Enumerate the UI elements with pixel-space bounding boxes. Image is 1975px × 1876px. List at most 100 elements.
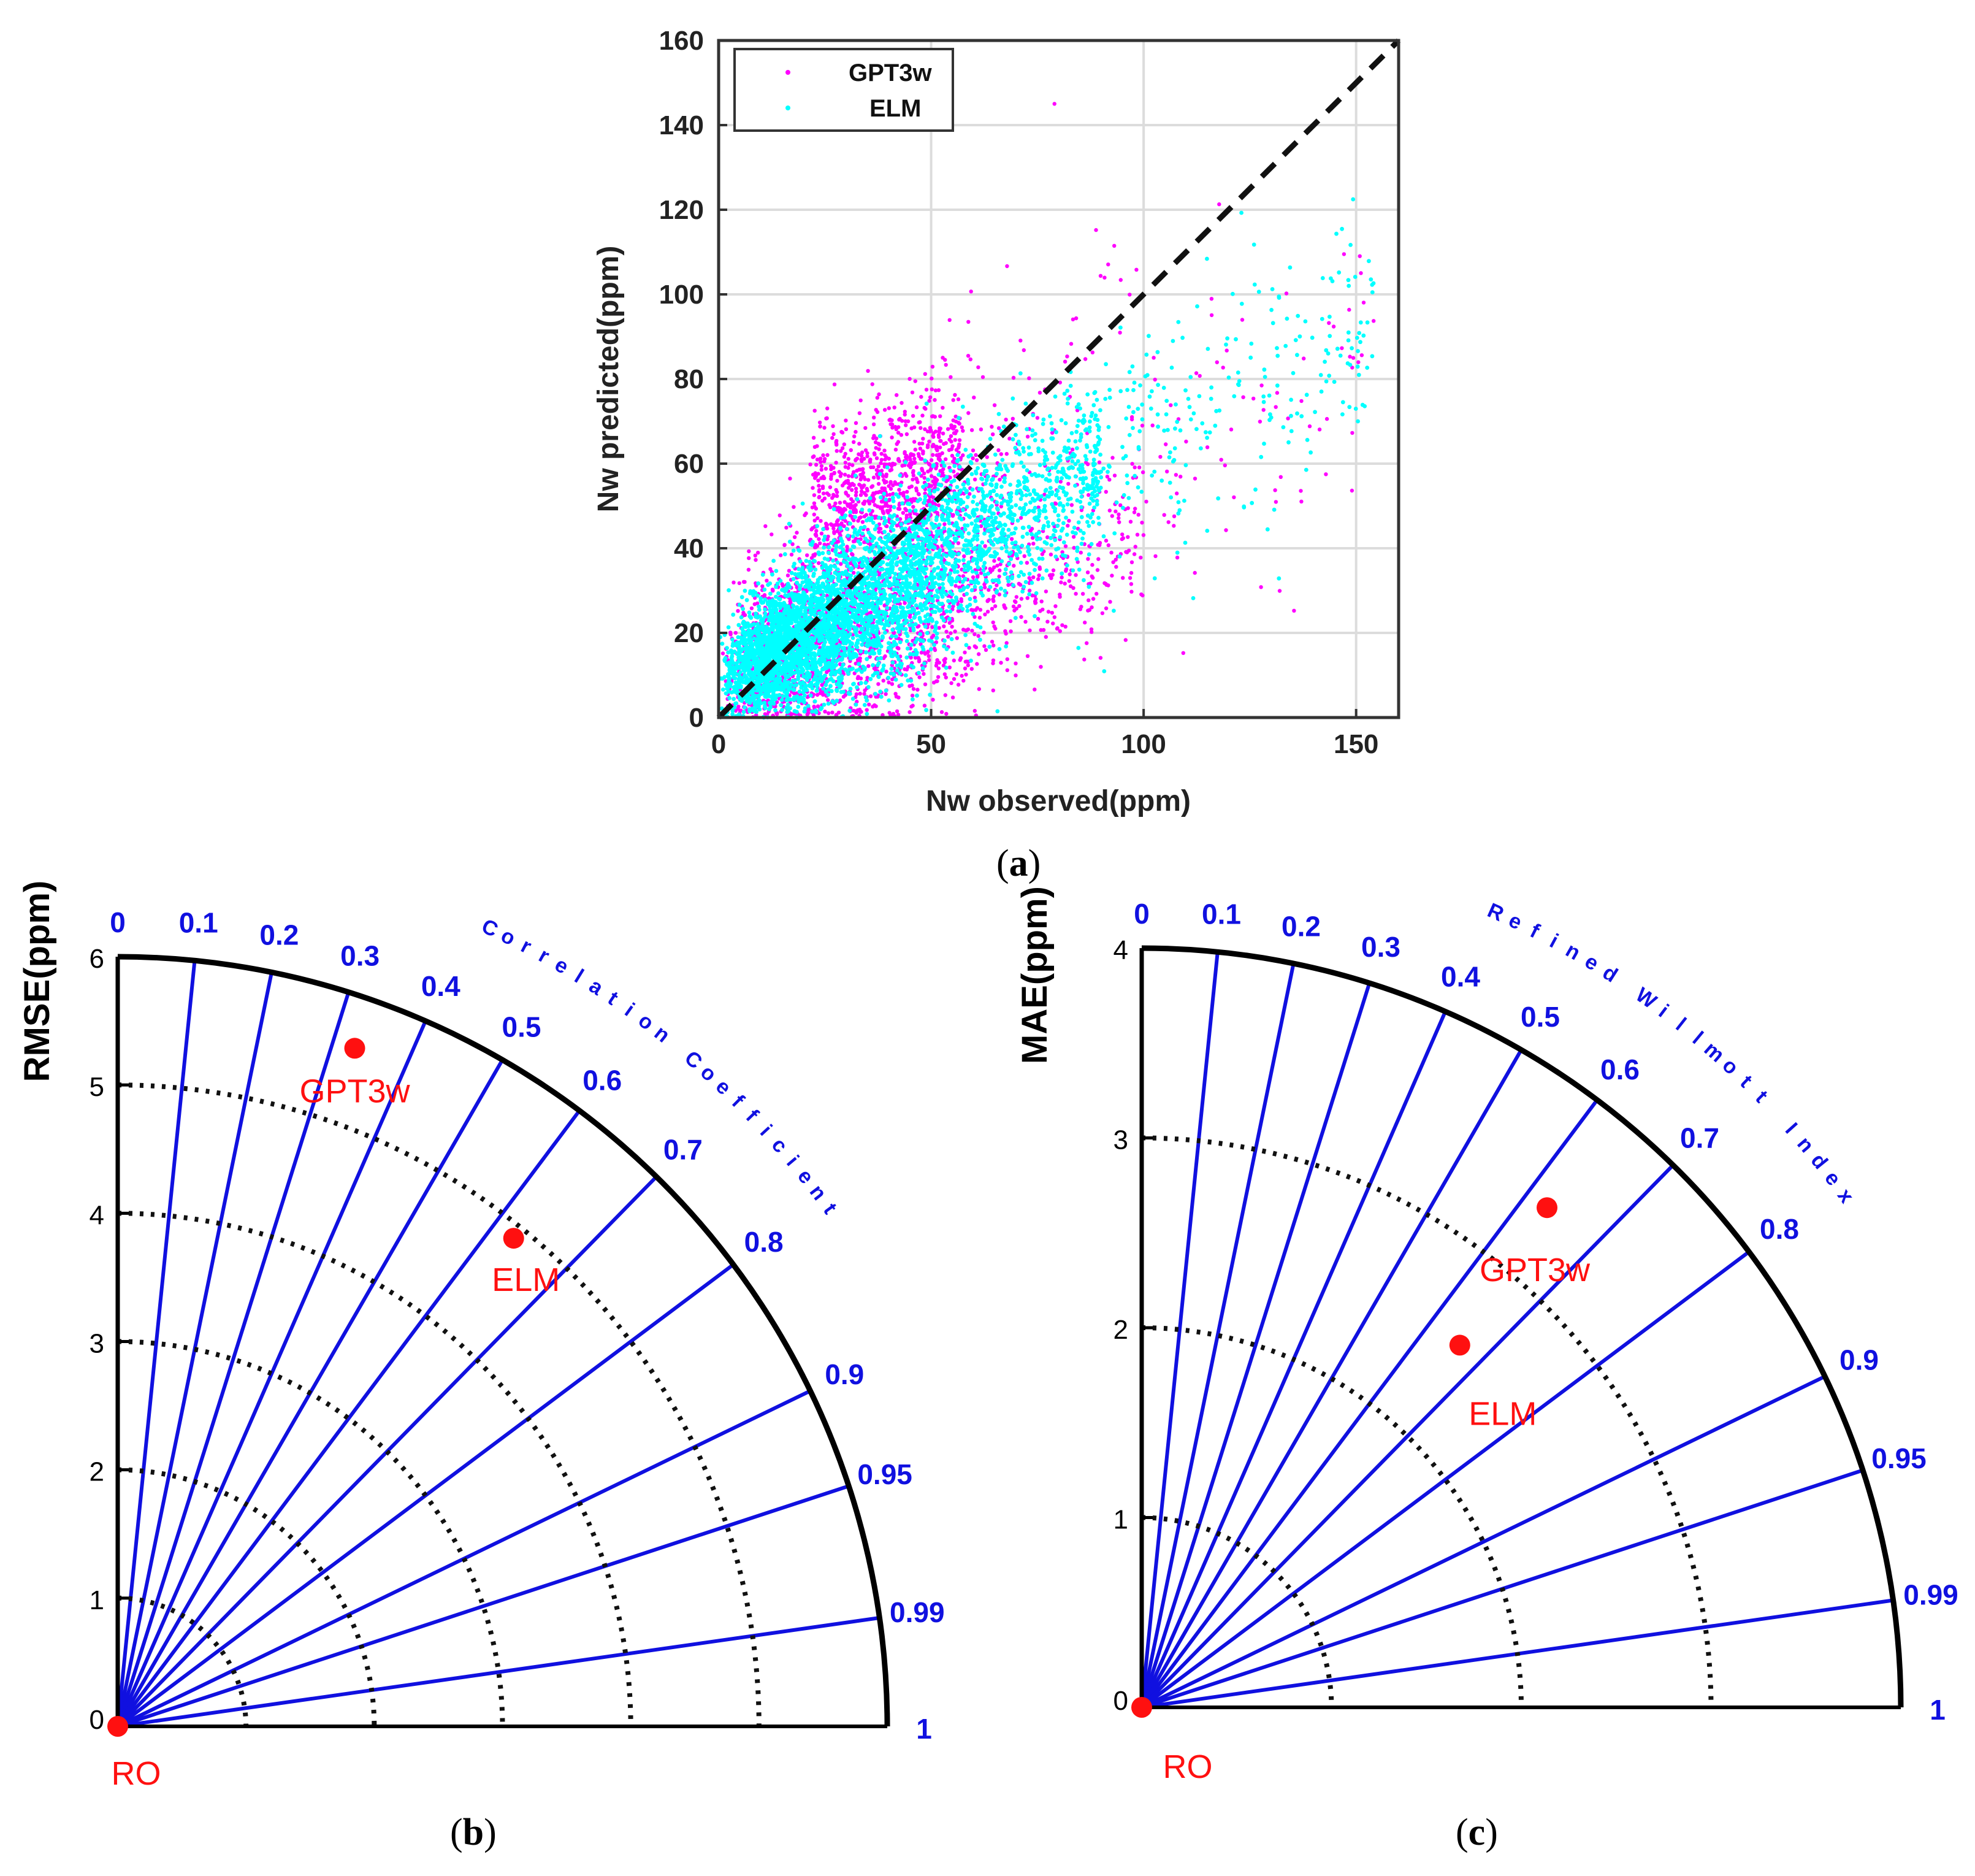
scatter-point-gpt3w (874, 446, 878, 450)
scatter-point-gpt3w (987, 597, 991, 602)
scatter-point-gpt3w (1275, 391, 1280, 395)
scatter-point-gpt3w (736, 706, 740, 711)
scatter-point-elm (944, 646, 949, 651)
scatter-point-elm (858, 681, 863, 686)
scatter-point-elm (936, 487, 940, 492)
scatter-point-gpt3w (854, 458, 858, 462)
scatter-point-gpt3w (974, 458, 979, 462)
scatter-point-gpt3w (1050, 611, 1055, 615)
scatter-point-gpt3w (787, 569, 792, 573)
scatter-point-gpt3w (1046, 610, 1051, 614)
scatter-point-gpt3w (805, 712, 809, 717)
scatter-point-elm (787, 521, 792, 526)
scatter-point-gpt3w (825, 406, 830, 411)
scatter-point-gpt3w (1261, 408, 1266, 412)
scatter-point-gpt3w (860, 520, 865, 524)
scatter-point-gpt3w (920, 442, 925, 446)
scatter-point-gpt3w (971, 456, 975, 461)
scatter-point-elm (827, 545, 831, 549)
scatter-point-gpt3w (1108, 600, 1112, 604)
scatter-point-gpt3w (1063, 624, 1068, 629)
scatter-point-gpt3w (1017, 604, 1022, 608)
scatter-point-elm (969, 472, 974, 477)
scatter-point-gpt3w (777, 513, 782, 518)
scatter-point-gpt3w (792, 535, 797, 539)
scatter-point-gpt3w (1014, 595, 1019, 599)
scatter-point-gpt3w (809, 556, 814, 560)
scatter-point-elm (873, 568, 877, 573)
scatter-point-gpt3w (1009, 629, 1013, 634)
scatter-point-elm (762, 700, 767, 705)
scatter-point-gpt3w (914, 477, 919, 481)
scatter-point-gpt3w (820, 484, 825, 489)
scatter-point-gpt3w (925, 445, 930, 450)
scatter-point-gpt3w (1107, 508, 1112, 513)
scatter-point-gpt3w (949, 434, 953, 438)
scatter-point-gpt3w (743, 580, 747, 584)
scatter-point-gpt3w (938, 426, 942, 431)
scatter-point-gpt3w (1302, 356, 1306, 361)
scatter-point-gpt3w (812, 518, 817, 523)
scatter-point-elm (821, 527, 825, 532)
scatter-point-elm (776, 591, 781, 595)
scatter-point-gpt3w (1090, 562, 1094, 567)
scatter-point-gpt3w (857, 442, 861, 446)
scatter-point-gpt3w (1136, 513, 1140, 517)
scatter-point-gpt3w (1232, 495, 1236, 500)
scatter-point-gpt3w (831, 432, 836, 437)
scatter-point-gpt3w (1071, 535, 1076, 539)
scatter-point-gpt3w (858, 515, 863, 519)
scatter-point-gpt3w (957, 438, 962, 442)
scatter-point-gpt3w (877, 530, 881, 534)
scatter-point-gpt3w (760, 584, 765, 589)
scatter-point-gpt3w (859, 484, 863, 488)
scatter-point-gpt3w (945, 427, 950, 431)
scatter-point-gpt3w (1172, 524, 1176, 528)
scatter-point-gpt3w (814, 529, 819, 533)
scatter-point-gpt3w (857, 452, 861, 456)
scatter-point-gpt3w (746, 567, 751, 572)
scatter-point-gpt3w (991, 620, 995, 625)
scatter-point-gpt3w (990, 607, 995, 611)
scatter-point-gpt3w (732, 580, 736, 584)
scatter-point-gpt3w (804, 511, 808, 516)
scatter-point-gpt3w (923, 491, 927, 496)
scatter-point-gpt3w (1198, 373, 1202, 378)
scatter-point-gpt3w (949, 375, 953, 380)
scatter-point-gpt3w (993, 604, 998, 608)
scatter-point-gpt3w (942, 672, 947, 676)
scatter-point-gpt3w (1037, 567, 1042, 571)
scatter-point-gpt3w (950, 514, 955, 518)
scatter-point-gpt3w (891, 492, 895, 496)
scatter-point-gpt3w (930, 444, 935, 449)
scatter-point-gpt3w (922, 471, 926, 476)
scatter-point-gpt3w (1118, 331, 1122, 335)
scatter-point-gpt3w (1055, 626, 1060, 631)
scatter-point-gpt3w (991, 432, 995, 437)
scatter-point-gpt3w (882, 486, 887, 491)
scatter-point-gpt3w (1307, 424, 1312, 429)
scatter-point-gpt3w (879, 458, 884, 462)
scatter-point-gpt3w (823, 710, 827, 714)
scatter-point-gpt3w (871, 422, 876, 427)
scatter-point-gpt3w (957, 421, 961, 426)
scatter-point-gpt3w (1012, 608, 1017, 613)
scatter-point-gpt3w (1058, 629, 1063, 634)
scatter-point-gpt3w (953, 438, 958, 442)
scatter-point-gpt3w (928, 429, 932, 434)
scatter-point-gpt3w (952, 677, 957, 681)
scatter-point-gpt3w (914, 405, 919, 410)
scatter-point-gpt3w (961, 678, 966, 683)
scatter-point-elm (960, 404, 965, 409)
scatter-point-gpt3w (1129, 417, 1134, 421)
scatter-point-gpt3w (944, 711, 949, 716)
scatter-point-gpt3w (814, 532, 818, 537)
scatter-point-gpt3w (827, 711, 831, 716)
scatter-point-gpt3w (876, 682, 881, 686)
scatter-point-gpt3w (830, 523, 834, 527)
scatter-point-elm (880, 540, 884, 544)
scatter-point-gpt3w (952, 424, 957, 429)
scatter-point-gpt3w (749, 606, 754, 611)
scatter-point-gpt3w (904, 455, 908, 459)
scatter-point-elm (984, 469, 989, 473)
